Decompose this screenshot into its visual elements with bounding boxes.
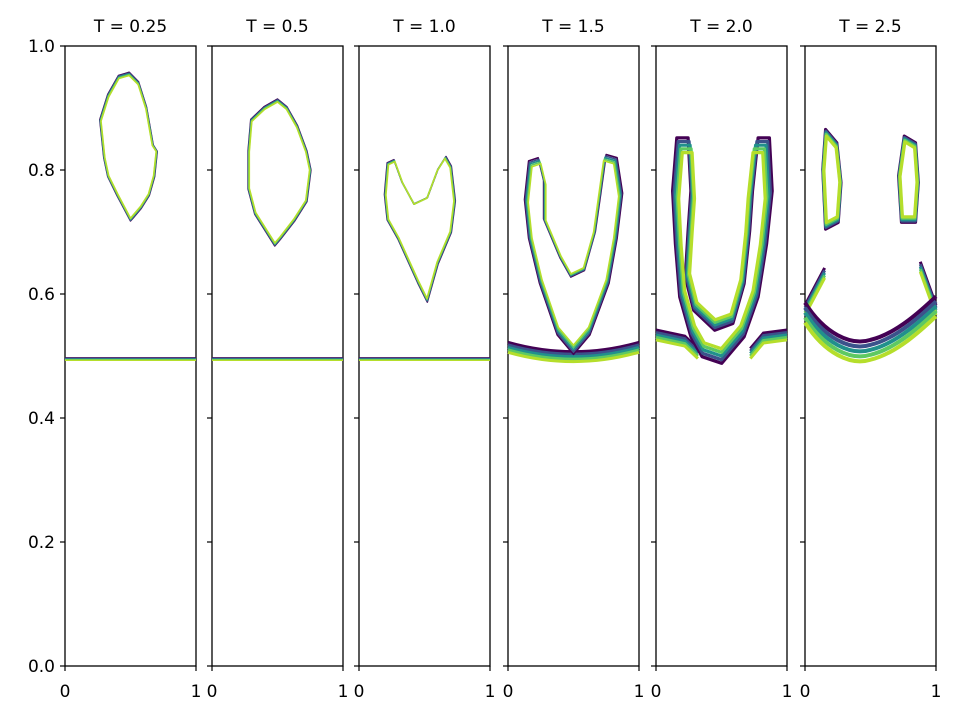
panel-frame [655, 45, 788, 667]
bubble-contour [803, 314, 938, 364]
y-tick-label: 0.6 [28, 285, 55, 305]
bubble-contour [383, 155, 457, 303]
interface-contour [655, 330, 788, 353]
panel-title: T = 1.5 [541, 17, 604, 37]
panel-4: T = 1.5 0 1 [503, 17, 645, 702]
panel-2: T = 0.5 0 1 [207, 17, 349, 702]
y-axis: 0.0 0.2 0.4 0.6 0.8 1.0 [28, 37, 55, 677]
panel-title: T = 1.0 [392, 17, 455, 37]
panel-frame [804, 45, 937, 667]
bubble-contour [803, 309, 938, 359]
bubble-contour [248, 100, 311, 245]
bubble-contour [247, 99, 312, 246]
bubble-contour [385, 157, 455, 300]
y-tick-label: 0.4 [28, 409, 55, 429]
bubble-contour [248, 101, 311, 244]
y-tick-label: 0.8 [28, 161, 55, 181]
interface-contour [655, 333, 788, 355]
interface-contour [507, 345, 640, 359]
bubble-contour [384, 157, 456, 301]
x-tick-label: 1 [931, 682, 942, 702]
panel-title: T = 0.5 [245, 17, 308, 37]
x-tick-label: 0 [800, 682, 811, 702]
x-tick-label: 1 [191, 682, 202, 702]
bubble-contour [384, 156, 456, 301]
bubble-contour [803, 299, 938, 349]
x-tick-label: 1 [782, 682, 793, 702]
panel-3: T = 1.0 0 1 [354, 17, 496, 702]
interface-contour [803, 261, 938, 306]
x-tick-label: 0 [207, 682, 218, 702]
x-tick-label: 1 [338, 682, 349, 702]
interface-contour [507, 348, 640, 361]
bubble-contour [247, 98, 312, 247]
x-tick-label: 0 [503, 682, 514, 702]
bubble-contour [527, 159, 620, 346]
panel-title: T = 2.5 [838, 17, 901, 37]
bubble-contour [822, 134, 842, 225]
bubble-contour [803, 304, 938, 354]
bubble-contour [247, 99, 312, 246]
interface-contour [803, 268, 938, 314]
x-tick-label: 0 [651, 682, 662, 702]
bubble-contour [526, 158, 621, 349]
bubble-contour [677, 151, 767, 351]
panel-frame [358, 45, 491, 667]
x-tick-label: 1 [634, 682, 645, 702]
bubble-contour [898, 140, 919, 219]
y-tick-label: 0.0 [28, 657, 55, 677]
panel-title: T = 2.0 [689, 17, 752, 37]
panels-layer: T = 0.250 1T = 0.50 1T = 1.00 1T = 1.50 1T =… [60, 17, 942, 702]
panel-frame [507, 45, 640, 667]
panel-1: T = 0.25 0 1 [60, 17, 202, 702]
panel-frame [211, 45, 344, 667]
interface-contour [803, 263, 938, 309]
bubble-contour [524, 155, 623, 353]
bubble-contour [803, 295, 938, 344]
x-tick-label: 1 [485, 682, 496, 702]
interface-contour [655, 335, 788, 358]
interface-contour [507, 350, 640, 364]
panel-5: T = 2.0 0 1 [651, 17, 793, 702]
x-tick-label: 0 [354, 682, 365, 702]
x-tick-label: 0 [60, 682, 71, 702]
interface-contour [655, 338, 788, 360]
bubble-contour [523, 153, 624, 356]
panel-frame [64, 45, 197, 667]
bubble-contour [384, 156, 456, 302]
bubble-contour [100, 74, 157, 220]
panel-title: T = 0.25 [93, 17, 167, 37]
interface-contour [803, 271, 938, 316]
y-tick-label: 1.0 [28, 37, 55, 57]
bubble-contour [525, 156, 622, 351]
y-tick-label: 0.2 [28, 533, 55, 553]
panel-6: T = 2.5 0 1 [800, 17, 942, 702]
interface-contour [803, 266, 938, 311]
